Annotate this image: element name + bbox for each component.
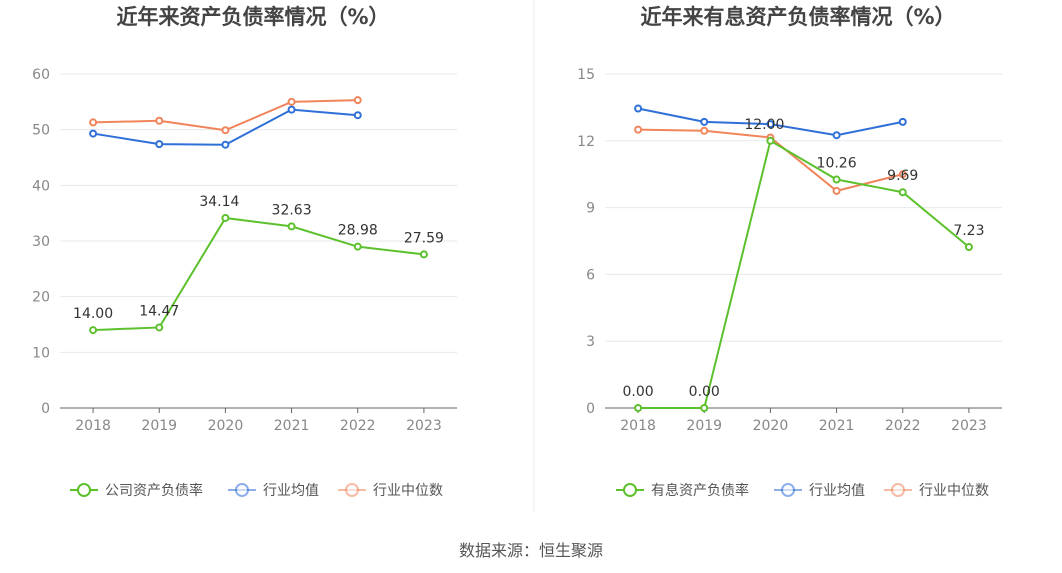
x-tick-label: 2018 (620, 418, 656, 434)
data-point-series-1 (898, 188, 907, 197)
legend-marker (345, 483, 359, 497)
data-point-series-1 (964, 243, 973, 252)
legend-label: 行业均值 (263, 483, 319, 499)
data-label: 14.00 (73, 306, 113, 322)
legend-item-1[interactable]: 有息资产负债率 (616, 482, 749, 499)
legend-label: 有息资产负债率 (651, 482, 749, 499)
data-point-series-1 (634, 404, 643, 412)
data-label: 34.14 (199, 194, 239, 210)
legend-label: 公司资产负债率 (105, 482, 203, 499)
data-point-series-2 (221, 140, 230, 149)
series-line-1 (638, 139, 970, 409)
legend-item-3[interactable]: 行业中位数 (884, 483, 989, 499)
data-point-series-2 (634, 104, 643, 113)
data-point-series-2 (287, 105, 296, 114)
data-label: 12.00 (744, 117, 784, 133)
x-tick-label: 2022 (340, 418, 376, 434)
y-tick-label: 60 (32, 67, 50, 83)
data-point-series-3 (832, 186, 841, 195)
data-label: 32.63 (272, 202, 312, 218)
data-point-series-1 (287, 222, 296, 231)
data-point-series-3 (634, 125, 643, 134)
x-tick-label: 2021 (819, 418, 855, 434)
x-tick-label: 2018 (75, 418, 111, 434)
data-point-series-1 (89, 326, 98, 335)
x-tick-label: 2019 (141, 418, 177, 434)
x-tick-label: 2023 (406, 418, 442, 434)
y-tick-label: 10 (32, 345, 50, 361)
data-point-series-1 (700, 404, 709, 412)
data-point-series-1 (353, 242, 362, 251)
data-point-series-1 (221, 213, 230, 222)
y-tick-label: 3 (586, 334, 595, 350)
y-tick-label: 50 (32, 123, 50, 139)
data-point-series-1 (766, 136, 775, 145)
chart-title: 近年来资产负债率情况（%） (116, 5, 389, 29)
data-label: 27.59 (404, 230, 444, 246)
chart-title: 近年来有息资产负债率情况（%） (640, 5, 955, 29)
x-tick-label: 2019 (686, 418, 722, 434)
data-point-series-3 (221, 126, 230, 135)
data-label: 14.47 (139, 303, 179, 319)
x-tick-label: 2020 (753, 418, 789, 434)
data-point-series-3 (89, 118, 98, 127)
y-tick-label: 12 (577, 134, 595, 150)
legend-label: 行业中位数 (373, 483, 443, 499)
y-tick-label: 0 (41, 401, 50, 417)
legend-item-1[interactable]: 公司资产负债率 (70, 482, 203, 499)
legend-item-2[interactable]: 行业均值 (228, 483, 319, 499)
data-label: 7.23 (953, 223, 984, 239)
data-point-series-2 (766, 120, 775, 129)
chart-panel-2: 近年来有息资产负债率情况（%） 0 3 6 9 12 15 2018 2019 2020 2021 2… (577, 5, 1002, 499)
y-tick-label: 40 (32, 178, 50, 194)
data-point-series-3 (898, 170, 907, 179)
data-point-series-2 (89, 129, 98, 138)
y-tick-label: 0 (586, 401, 595, 417)
x-tick-label: 2023 (951, 418, 987, 434)
chart-panel-1: 近年来资产负债率情况（%） 0 10 20 30 40 50 60 2018 2019 2020 20… (32, 5, 457, 499)
data-label: 0.00 (622, 384, 653, 400)
legend-marker (235, 483, 249, 497)
y-tick-label: 6 (586, 267, 595, 283)
x-tick-label: 2020 (208, 418, 244, 434)
data-point-series-1 (155, 323, 164, 332)
data-point-series-2 (353, 111, 362, 120)
legend-marker (623, 483, 637, 497)
data-point-series-2 (898, 117, 907, 126)
x-tick-label: 2021 (274, 418, 310, 434)
data-point-series-3 (287, 97, 296, 106)
source-note: 数据来源：恒生聚源 (459, 541, 603, 560)
y-tick-label: 30 (32, 234, 50, 250)
legend-marker (781, 483, 795, 497)
data-label: 0.00 (689, 384, 720, 400)
x-tick-label: 2022 (885, 418, 921, 434)
legend-marker (891, 483, 905, 497)
y-tick-label: 9 (586, 201, 595, 217)
series-line-1 (93, 216, 425, 332)
y-tick-label: 20 (32, 290, 50, 306)
legend-marker (77, 483, 91, 497)
data-point-series-3 (155, 116, 164, 125)
data-label: 9.69 (887, 168, 918, 184)
series-line-3 (93, 99, 358, 132)
data-label: 10.26 (817, 156, 857, 172)
data-label: 28.98 (338, 223, 378, 239)
data-point-series-1 (419, 250, 428, 259)
data-point-series-2 (155, 140, 164, 149)
y-tick-label: 15 (577, 67, 595, 83)
legend-label: 行业均值 (809, 483, 865, 499)
legend-item-3[interactable]: 行业中位数 (338, 483, 443, 499)
data-point-series-3 (700, 126, 709, 135)
legend-label: 行业中位数 (919, 483, 989, 499)
legend-item-2[interactable]: 行业均值 (774, 483, 865, 499)
data-point-series-2 (700, 117, 709, 126)
data-point-series-2 (832, 131, 841, 140)
data-point-series-1 (832, 175, 841, 184)
data-point-series-3 (353, 96, 362, 105)
